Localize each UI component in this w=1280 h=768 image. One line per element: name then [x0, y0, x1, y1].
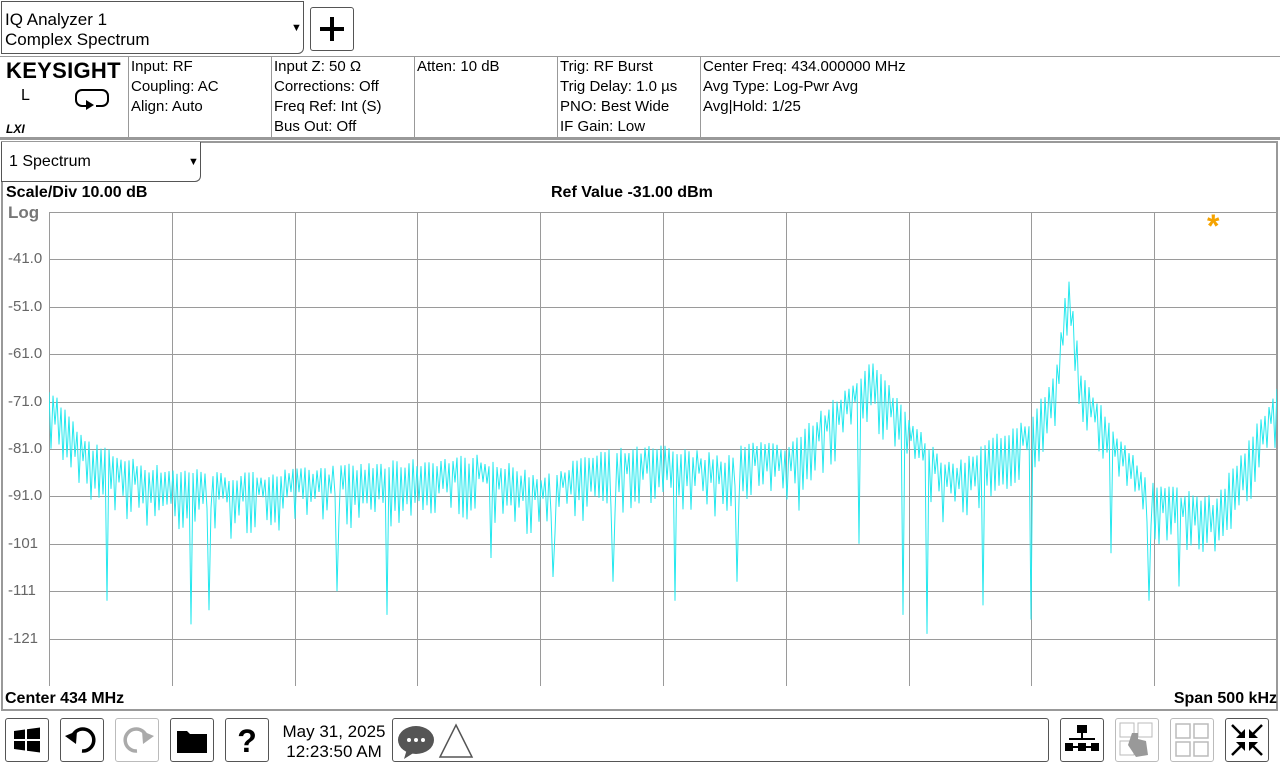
file-button[interactable]	[170, 718, 214, 762]
setting-trig: Trig: RF Burst	[560, 58, 653, 75]
redo-icon	[123, 727, 154, 753]
setting-avg-type: Avg Type: Log-Pwr Avg	[703, 78, 859, 95]
setting-corrections: Corrections: Off	[274, 78, 379, 95]
add-screen-button[interactable]	[310, 7, 354, 51]
layout-tree-icon	[1065, 725, 1099, 751]
settings-panel: Input: RF Coupling: AC Align: Auto Input…	[0, 56, 1280, 140]
settings-col-frequency[interactable]: Center Freq: 434.000000 MHz Avg Type: Lo…	[700, 57, 1280, 137]
setting-align: Align: Auto	[131, 98, 203, 115]
y-tick-label: -61.0	[8, 345, 43, 363]
settings-col-corrections[interactable]: Input Z: 50 Ω Corrections: Off Freq Ref:…	[271, 57, 414, 137]
touch-button[interactable]	[1115, 718, 1159, 762]
setting-if-gain: IF Gain: Low	[560, 118, 646, 135]
layout-button[interactable]	[1060, 718, 1104, 762]
center-frequency: Center 434 MHz	[5, 690, 125, 707]
help-button[interactable]: ?	[225, 718, 269, 762]
local-indicator: L	[21, 87, 30, 104]
ref-value: Ref Value -31.00 dBm	[551, 184, 713, 201]
multi-window-button[interactable]	[1170, 718, 1214, 762]
zoom-button[interactable]	[1225, 718, 1269, 762]
clock-time: 12:23:50 AM	[286, 742, 382, 761]
y-tick-label: -41.0	[8, 250, 43, 268]
spectrum-plot[interactable]	[49, 212, 1277, 686]
setting-freq-ref: Freq Ref: Int (S)	[274, 98, 382, 115]
windows-icon	[14, 727, 40, 753]
redo-button[interactable]	[115, 718, 159, 762]
message-bar[interactable]	[392, 718, 1049, 762]
log-scale-label: Log	[8, 203, 40, 222]
setting-input-z: Input Z: 50 Ω	[274, 58, 362, 75]
chevron-down-icon: ▼	[188, 156, 199, 168]
mode-title: IQ Analyzer 1	[5, 10, 108, 29]
bottom-toolbar: ? May 31, 2025 12:23:50 AM	[0, 712, 1280, 768]
local-return-icon[interactable]	[74, 86, 112, 119]
spectrum-trace	[49, 281, 1277, 634]
scale-per-div: Scale/Div 10.00 dB	[6, 184, 148, 201]
chevron-down-icon: ▼	[291, 22, 302, 34]
help-icon: ?	[237, 723, 257, 759]
svg-text:?: ?	[237, 723, 257, 759]
setting-avg-hold: Avg|Hold: 1/25	[703, 98, 801, 115]
window-select-dropdown[interactable]: 1 Spectrum ▼	[1, 142, 201, 182]
clock: May 31, 2025 12:23:50 AM	[280, 722, 388, 762]
folder-icon	[177, 731, 207, 753]
collapse-arrows-icon	[1231, 724, 1263, 756]
measurement-window	[1, 141, 1278, 711]
settings-col-trigger[interactable]: Trig: RF Burst Trig Delay: 1.0 µs PNO: B…	[557, 57, 700, 137]
y-tick-label: -101	[8, 534, 39, 552]
setting-input: Input: RF	[131, 58, 193, 75]
windows-start-button[interactable]	[5, 718, 49, 762]
span: Span 500 kHz	[1173, 690, 1277, 707]
y-tick-label: -121	[8, 629, 39, 647]
undo-icon	[65, 727, 96, 753]
y-tick-label: -91.0	[8, 487, 43, 505]
y-tick-label: -81.0	[8, 440, 43, 457]
setting-bus-out: Bus Out: Off	[274, 118, 357, 135]
message-icon	[398, 726, 434, 759]
y-tick-label: -111	[8, 582, 36, 600]
lxi-logo: LXI	[6, 122, 25, 136]
mode-selector[interactable]: IQ Analyzer 1 Complex Spectrum ▼	[1, 1, 304, 54]
clock-date: May 31, 2025	[282, 722, 386, 741]
settings-col-input[interactable]: Input: RF Coupling: AC Align: Auto	[128, 57, 271, 137]
setting-trig-delay: Trig Delay: 1.0 µs	[560, 78, 678, 95]
y-tick-label: -51.0	[8, 297, 43, 315]
grid-icon	[1175, 723, 1209, 757]
y-tick-label: -71.0	[8, 392, 43, 410]
setting-pno: PNO: Best Wide	[560, 98, 670, 115]
marker-asterisk: *	[1207, 208, 1220, 244]
measurement-title: Complex Spectrum	[5, 30, 150, 49]
setting-coupling: Coupling: AC	[131, 78, 219, 95]
warning-icon	[438, 723, 474, 758]
setting-center-freq: Center Freq: 434.000000 MHz	[703, 58, 906, 75]
setting-atten: Atten: 10 dB	[417, 58, 500, 75]
keysight-logo: KEYSIGHT	[6, 58, 121, 83]
plus-icon	[320, 17, 344, 41]
touch-hand-icon	[1119, 722, 1153, 757]
undo-button[interactable]	[60, 718, 104, 762]
window-select-value: 1 Spectrum	[9, 153, 91, 170]
settings-col-atten[interactable]: Atten: 10 dB	[414, 57, 557, 137]
plot-grid	[49, 212, 1277, 686]
